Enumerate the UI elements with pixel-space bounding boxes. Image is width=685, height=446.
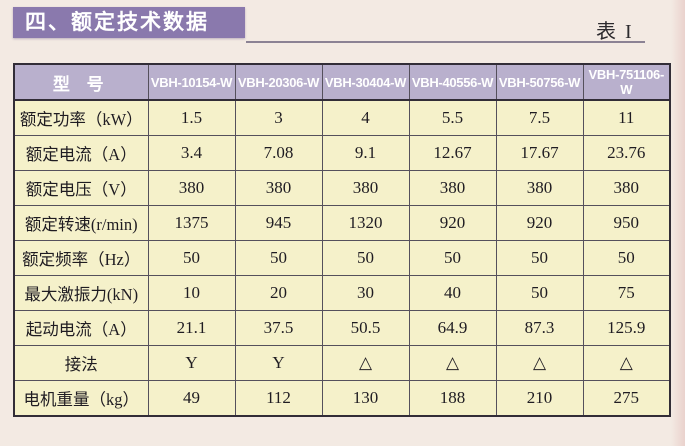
value-cell: △ (408, 345, 497, 381)
table-row: 额定转速(r/min) 1375 945 1320 920 920 950 (13, 205, 671, 241)
header-rule (246, 41, 645, 43)
value-cell: 37.5 (234, 310, 323, 346)
model-header-cell: VBH-30404-W (321, 63, 410, 101)
value-cell: △ (321, 345, 410, 381)
value-cell: 9.1 (321, 135, 410, 171)
model-header-cell: VBH-20306-W (234, 63, 323, 101)
value-cell: 50 (147, 240, 236, 276)
value-cell: 17.67 (495, 135, 584, 171)
value-cell: 7.5 (495, 99, 584, 136)
row-label: 电机重量（kg） (13, 380, 149, 417)
row-label: 额定功率（kW） (13, 99, 149, 136)
value-cell: 950 (582, 205, 671, 241)
table-row: 电机重量（kg） 49 112 130 188 210 275 (13, 380, 671, 417)
table-row: 起动电流（A） 21.1 37.5 50.5 64.9 87.3 125.9 (13, 310, 671, 346)
row-label: 额定转速(r/min) (13, 205, 149, 241)
table-header-row: 型 号 VBH-10154-W VBH-20306-W VBH-30404-W VBH… (13, 63, 671, 101)
value-cell: 50 (408, 240, 497, 276)
model-header-cell: VBH-10154-W (147, 63, 236, 101)
value-cell: 3 (234, 99, 323, 136)
table-row: 额定频率（Hz） 50 50 50 50 50 50 (13, 240, 671, 276)
value-cell: 275 (582, 380, 671, 417)
table-row: 额定功率（kW） 1.5 3 4 5.5 7.5 11 (13, 99, 671, 136)
value-cell: 40 (408, 275, 497, 311)
row-label: 额定频率（Hz） (13, 240, 149, 276)
value-cell: 920 (495, 205, 584, 241)
value-cell: 11 (582, 99, 671, 136)
model-header-label: 型 号 (13, 63, 149, 101)
value-cell: 1320 (321, 205, 410, 241)
value-cell: 380 (234, 170, 323, 206)
table-row: 最大激振力(kN) 10 20 30 40 50 75 (13, 275, 671, 311)
value-cell: 380 (495, 170, 584, 206)
value-cell: 50 (495, 240, 584, 276)
value-cell: 188 (408, 380, 497, 417)
table-row: 接法 Y Y △ △ △ △ (13, 345, 671, 381)
value-cell: 380 (147, 170, 236, 206)
value-cell: 7.08 (234, 135, 323, 171)
value-cell: △ (495, 345, 584, 381)
row-label: 最大激振力(kN) (13, 275, 149, 311)
value-cell: 50 (495, 275, 584, 311)
table-reference-label: 表 I (596, 21, 634, 43)
row-label: 起动电流（A） (13, 310, 149, 346)
value-cell: 12.67 (408, 135, 497, 171)
value-cell: 10 (147, 275, 236, 311)
row-label: 接法 (13, 345, 149, 381)
value-cell: 50 (321, 240, 410, 276)
value-cell: Y (234, 345, 323, 381)
value-cell: 21.1 (147, 310, 236, 346)
value-cell: Y (147, 345, 236, 381)
value-cell: 20 (234, 275, 323, 311)
value-cell: 125.9 (582, 310, 671, 346)
value-cell: 130 (321, 380, 410, 417)
model-header-cell: VBH-751106-W (582, 63, 671, 101)
value-cell: 3.4 (147, 135, 236, 171)
value-cell: 945 (234, 205, 323, 241)
value-cell: 23.76 (582, 135, 671, 171)
value-cell: 1.5 (147, 99, 236, 136)
value-cell: 49 (147, 380, 236, 417)
value-cell: 112 (234, 380, 323, 417)
rated-technical-data-table: 型 号 VBH-10154-W VBH-20306-W VBH-30404-W VBH… (13, 63, 671, 417)
value-cell: 380 (582, 170, 671, 206)
model-header-cell: VBH-50756-W (495, 63, 584, 101)
table-row: 额定电压（V） 380 380 380 380 380 380 (13, 170, 671, 206)
value-cell: 210 (495, 380, 584, 417)
value-cell: 380 (408, 170, 497, 206)
row-label: 额定电压（V） (13, 170, 149, 206)
model-header-cell: VBH-40556-W (408, 63, 497, 101)
value-cell: 4 (321, 99, 410, 136)
row-label: 额定电流（A） (13, 135, 149, 171)
value-cell: 50 (234, 240, 323, 276)
value-cell: 75 (582, 275, 671, 311)
value-cell: 30 (321, 275, 410, 311)
table-row: 额定电流（A） 3.4 7.08 9.1 12.67 17.67 23.76 (13, 135, 671, 171)
value-cell: 5.5 (408, 99, 497, 136)
value-cell: 920 (408, 205, 497, 241)
value-cell: 87.3 (495, 310, 584, 346)
value-cell: △ (582, 345, 671, 381)
section-title: 四、额定技术数据 (13, 7, 245, 38)
page-edge-shade (671, 0, 685, 446)
value-cell: 64.9 (408, 310, 497, 346)
value-cell: 1375 (147, 205, 236, 241)
value-cell: 50.5 (321, 310, 410, 346)
value-cell: 50 (582, 240, 671, 276)
value-cell: 380 (321, 170, 410, 206)
